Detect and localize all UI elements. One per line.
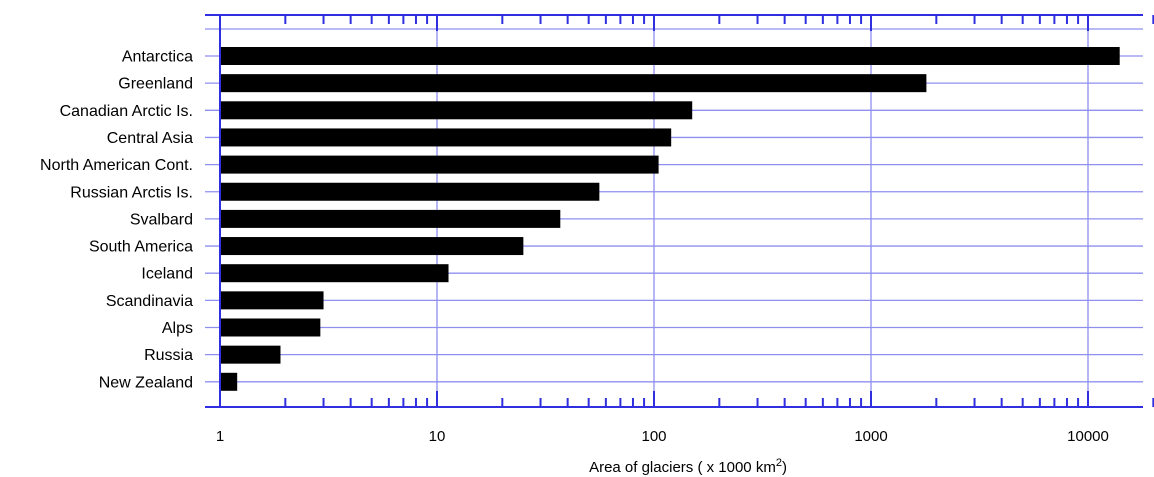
x-tick-label: 10 xyxy=(429,428,446,445)
category-label: Canadian Arctic Is. xyxy=(60,103,193,120)
category-label: New Zealand xyxy=(99,374,193,391)
axes xyxy=(205,14,1154,408)
bar-russia xyxy=(220,345,281,364)
bar-greenland xyxy=(220,74,927,93)
category-label: Greenland xyxy=(118,76,193,93)
category-label: Scandinavia xyxy=(106,293,193,310)
x-tick-labels: 1 10 100 1000 10000 xyxy=(216,428,1109,445)
bar-russian-arctis-is xyxy=(220,182,600,201)
bar-south-america xyxy=(220,237,524,256)
bar-central-asia xyxy=(220,128,672,147)
bar-antarctica xyxy=(220,47,1120,65)
bars xyxy=(220,47,1120,391)
bar-scandinavia xyxy=(220,291,324,310)
bar-alps xyxy=(220,318,321,337)
bar-canadian-arctic-is xyxy=(220,101,693,120)
category-label: Antarctica xyxy=(122,49,193,66)
category-label: South America xyxy=(89,239,193,256)
category-label: North American Cont. xyxy=(40,157,193,174)
category-label: Alps xyxy=(162,320,193,337)
category-label: Central Asia xyxy=(107,130,193,147)
x-tick-label: 10000 xyxy=(1067,428,1109,445)
x-tick-label: 1 xyxy=(216,428,224,445)
category-label: Russian Arctis Is. xyxy=(70,184,193,201)
x-tick-label: 1000 xyxy=(854,428,887,445)
category-label: Svalbard xyxy=(130,211,193,228)
x-tick-label: 100 xyxy=(641,428,666,445)
category-labels: Antarctica Greenland Canadian Arctic Is. Ce… xyxy=(40,49,193,392)
bar-north-american-cont xyxy=(220,155,659,174)
bar-svalbard xyxy=(220,209,561,228)
bar-new-zealand xyxy=(220,372,238,391)
category-label: Iceland xyxy=(141,266,193,283)
x-axis-label: Area of glaciers ( x 1000 km2) xyxy=(589,457,787,476)
bar-iceland xyxy=(220,264,449,283)
category-label: Russia xyxy=(144,347,193,364)
